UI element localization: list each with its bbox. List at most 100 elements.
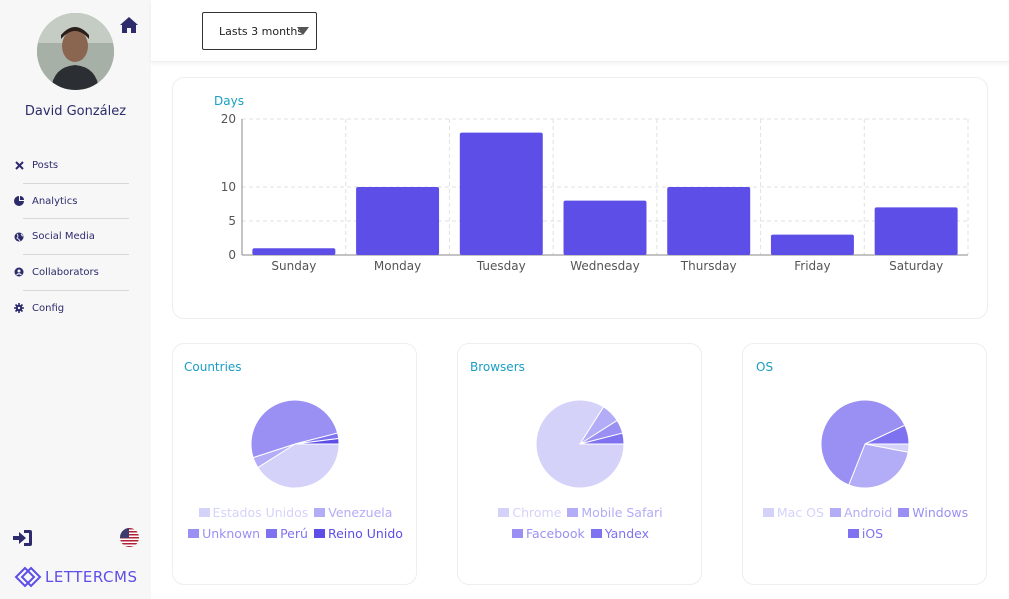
user-name: David González bbox=[24, 104, 127, 119]
browsers-card: Browsers Chrome Mobile Safari Facebook Yand… bbox=[457, 343, 702, 585]
legend-swatch bbox=[898, 508, 910, 517]
browsers-pie-chart bbox=[535, 399, 625, 489]
period-select-value: Lasts 3 months bbox=[219, 24, 304, 38]
us-flag-icon[interactable] bbox=[120, 528, 139, 547]
pie-slice[interactable] bbox=[579, 432, 625, 445]
menu-divider bbox=[23, 289, 129, 291]
bar-wednesday[interactable] bbox=[563, 200, 647, 255]
os-title: OS bbox=[756, 360, 774, 374]
os-card: OS Mac OS Android Windows iOS bbox=[742, 343, 987, 585]
legend-label: Mac OS bbox=[776, 505, 824, 520]
home-icon[interactable] bbox=[119, 16, 139, 34]
y-tick-label: 5 bbox=[228, 214, 236, 228]
legend-swatch bbox=[266, 529, 278, 538]
sidebar-item-analytics[interactable]: Analytics bbox=[0, 184, 151, 219]
legend-item[interactable]: Chrome bbox=[498, 502, 561, 523]
sidebar-menu: Posts Analytics Social Media Collaborato… bbox=[0, 148, 151, 325]
legend-row: Estados Unidos Venezuela bbox=[173, 502, 418, 523]
legend-item[interactable]: Unknown bbox=[188, 523, 260, 544]
bar-tuesday[interactable] bbox=[459, 132, 543, 255]
days-title: Days bbox=[214, 94, 244, 108]
bar-friday[interactable] bbox=[770, 234, 854, 255]
legend-label: Venezuela bbox=[328, 505, 393, 520]
pie-slice[interactable] bbox=[848, 443, 909, 489]
pie-slice[interactable] bbox=[250, 399, 339, 459]
legend-label: Yandex bbox=[604, 526, 650, 541]
x-tick-label: Tuesday bbox=[476, 259, 526, 273]
legend-row: Mac OS Android Windows bbox=[743, 502, 988, 523]
legend-label: Windows bbox=[912, 505, 969, 520]
x-tick-label: Thursday bbox=[680, 259, 737, 273]
os-legend: Mac OS Android Windows iOS bbox=[743, 502, 988, 544]
legend-label: Estados Unidos bbox=[212, 505, 309, 520]
sidebar: David González Posts Analytics Social Me… bbox=[0, 0, 151, 599]
legend-item[interactable]: Android bbox=[829, 502, 893, 523]
legend-item[interactable]: Mobile Safari bbox=[567, 502, 663, 523]
legend-row: iOS bbox=[743, 523, 988, 544]
legend-row: Unknown Perú Reino Unido bbox=[173, 523, 418, 544]
legend-label: Reino Unido bbox=[327, 526, 403, 541]
gear-icon bbox=[14, 303, 24, 314]
brand-logo: LETTERCMS bbox=[14, 566, 138, 588]
sidebar-item-social-media[interactable]: Social Media bbox=[0, 219, 151, 254]
menu-divider bbox=[23, 254, 129, 256]
legend-item[interactable]: Reino Unido bbox=[313, 523, 403, 544]
close-icon bbox=[14, 160, 24, 170]
x-tick-label: Friday bbox=[794, 259, 830, 273]
legend-row: Chrome Mobile Safari bbox=[458, 502, 703, 523]
legend-label: iOS bbox=[861, 526, 884, 541]
legend-swatch bbox=[847, 529, 859, 538]
logout-icon[interactable] bbox=[12, 529, 33, 547]
x-tick-label: Sunday bbox=[271, 259, 316, 273]
bar-sunday[interactable] bbox=[252, 248, 336, 255]
y-tick-label: 20 bbox=[221, 112, 236, 126]
legend-label: Perú bbox=[280, 526, 308, 541]
x-tick-label: Monday bbox=[374, 259, 421, 273]
globe-icon bbox=[14, 232, 24, 242]
legend-item[interactable]: Mac OS bbox=[762, 502, 824, 523]
legend-swatch bbox=[567, 508, 579, 517]
legend-swatch bbox=[590, 529, 602, 538]
pie-slice[interactable] bbox=[294, 437, 340, 445]
countries-card: Countries Estados Unidos Venezuela Unknown… bbox=[172, 343, 417, 585]
legend-swatch bbox=[498, 508, 510, 517]
legend-label: Android bbox=[843, 505, 893, 520]
days-bar-chart: 0 5 10 20 Sunday Monday Tuesday Wednesday Thursd… bbox=[221, 112, 969, 273]
menu-divider bbox=[23, 218, 129, 220]
countries-title: Countries bbox=[184, 360, 242, 374]
y-tick-label: 0 bbox=[228, 248, 236, 262]
chevron-down-icon bbox=[297, 27, 309, 35]
pie-slice[interactable] bbox=[864, 424, 910, 445]
legend-swatch bbox=[511, 529, 523, 538]
os-pie-chart bbox=[820, 399, 910, 489]
countries-pie-chart bbox=[250, 399, 340, 489]
avatar[interactable] bbox=[37, 13, 114, 90]
period-select[interactable]: Lasts 3 months bbox=[202, 12, 317, 50]
sidebar-item-label: Analytics bbox=[32, 195, 78, 207]
legend-item[interactable]: iOS bbox=[847, 523, 884, 544]
legend-item[interactable]: Estados Unidos bbox=[198, 502, 309, 523]
sidebar-item-posts[interactable]: Posts bbox=[0, 148, 151, 183]
browsers-title: Browsers bbox=[470, 360, 525, 374]
legend-item[interactable]: Yandex bbox=[590, 523, 650, 544]
legend-swatch bbox=[762, 508, 774, 517]
browsers-legend: Chrome Mobile Safari Facebook Yandex bbox=[458, 502, 703, 544]
menu-divider bbox=[23, 182, 129, 184]
legend-label: Mobile Safari bbox=[581, 505, 663, 520]
legend-item[interactable]: Perú bbox=[266, 523, 308, 544]
legend-item[interactable]: Facebook bbox=[511, 523, 585, 544]
legend-swatch bbox=[188, 529, 200, 538]
bar-monday[interactable] bbox=[356, 187, 440, 255]
legend-swatch bbox=[198, 508, 210, 517]
legend-label: Chrome bbox=[512, 505, 562, 520]
legend-item[interactable]: Windows bbox=[898, 502, 968, 523]
sidebar-item-label: Collaborators bbox=[32, 266, 99, 278]
bar-saturday[interactable] bbox=[874, 207, 958, 255]
legend-row: Facebook Yandex bbox=[458, 523, 703, 544]
pie-slice[interactable] bbox=[820, 399, 906, 486]
user-circle-icon bbox=[14, 267, 24, 277]
sidebar-item-collaborators[interactable]: Collaborators bbox=[0, 255, 151, 290]
sidebar-item-config[interactable]: Config bbox=[0, 291, 151, 326]
bar-thursday[interactable] bbox=[667, 187, 751, 255]
legend-item[interactable]: Venezuela bbox=[314, 502, 392, 523]
